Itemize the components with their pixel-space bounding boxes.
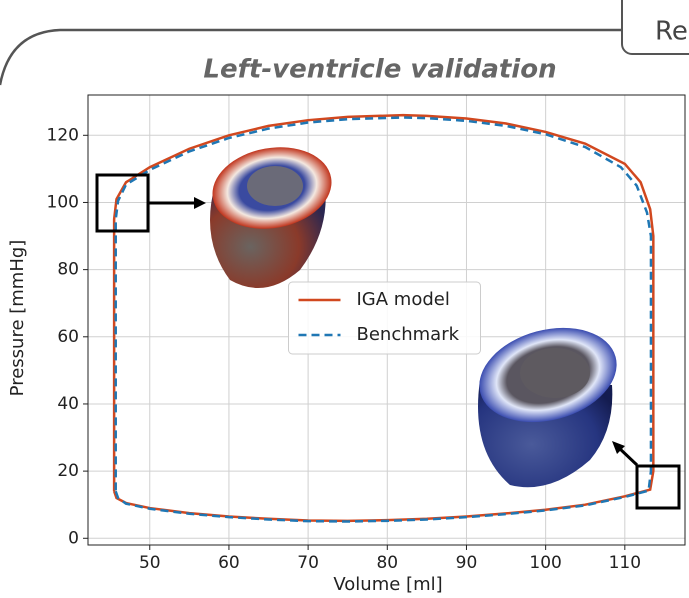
x-tick-label: 100 xyxy=(529,553,561,573)
zoom-box xyxy=(95,173,150,233)
y-tick-label: 0 xyxy=(68,528,79,548)
x-tick-label: 80 xyxy=(376,553,398,573)
heart-top xyxy=(210,147,332,288)
y-tick-label: 40 xyxy=(57,394,79,414)
arrow-head xyxy=(612,441,625,454)
y-tick-label: 100 xyxy=(47,192,79,212)
heart-bottom xyxy=(478,327,617,488)
zoom-box xyxy=(635,464,681,510)
y-tick-label: 80 xyxy=(57,260,79,280)
x-tick-label: 90 xyxy=(456,553,478,573)
x-tick-label: 70 xyxy=(297,553,319,573)
frame xyxy=(0,28,622,86)
series-line xyxy=(114,116,653,523)
tab-label[interactable]: Re xyxy=(655,17,688,47)
x-tick-label: 50 xyxy=(139,553,161,573)
x-tick-label: 110 xyxy=(609,553,641,573)
arrow-head xyxy=(194,197,206,209)
x-tick-label: 60 xyxy=(218,553,240,573)
y-axis-label: Pressure [mmHg] xyxy=(7,240,28,397)
arrow xyxy=(616,445,639,467)
legend-label: IGA model xyxy=(357,289,450,310)
tab[interactable] xyxy=(621,0,689,55)
x-axis-label: Volume [ml] xyxy=(333,574,442,595)
y-tick-label: 60 xyxy=(57,327,79,347)
series-line xyxy=(112,113,655,523)
y-tick-label: 120 xyxy=(47,125,79,145)
plot-frame xyxy=(87,94,686,546)
y-tick-label: 20 xyxy=(57,461,79,481)
legend-label: Benchmark xyxy=(357,324,460,345)
chart-title: Left-ventricle validation xyxy=(203,55,556,85)
